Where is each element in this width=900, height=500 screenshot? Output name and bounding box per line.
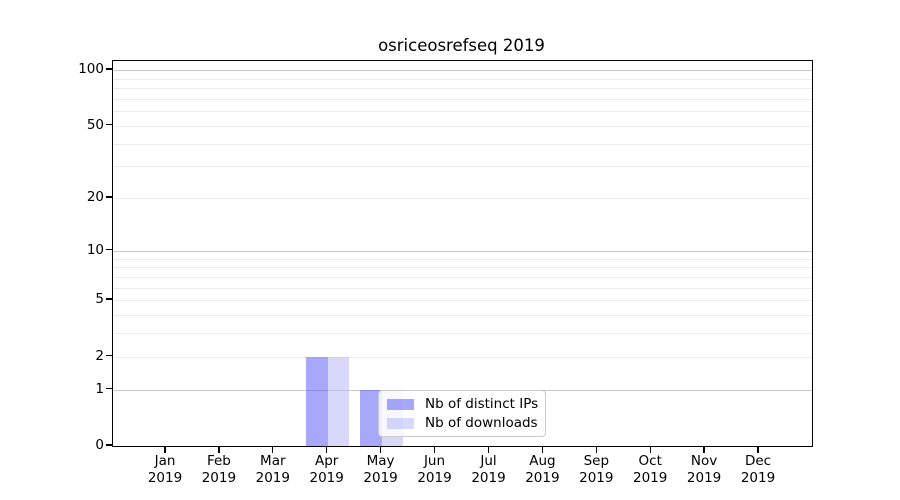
legend-item-downloads: Nb of downloads <box>385 414 539 433</box>
gridline-8 <box>113 267 812 269</box>
gridline-5 <box>113 300 812 302</box>
gridline-9 <box>113 258 812 260</box>
y-tick-label-50: 50 <box>86 116 104 133</box>
gridline-100 <box>113 70 812 72</box>
y-tick-20 <box>106 196 112 198</box>
y-tick-1 <box>106 387 112 390</box>
x-tick-label-aug: Aug 2019 <box>525 453 560 486</box>
legend-item-distinct-ips: Nb of distinct IPs <box>385 395 539 414</box>
gridline-80 <box>113 88 812 90</box>
gridline-20 <box>113 198 812 200</box>
gridline-50 <box>113 125 812 127</box>
legend-label-distinct-ips: Nb of distinct IPs <box>425 396 539 412</box>
x-tick-dec <box>757 446 759 453</box>
legend-label-downloads: Nb of downloads <box>425 415 538 431</box>
gridline-40 <box>113 143 812 145</box>
y-tick-label-20: 20 <box>86 189 104 206</box>
x-tick-label-feb: Feb 2019 <box>201 453 237 486</box>
x-tick-sep <box>595 446 597 453</box>
x-tick-oct <box>649 446 651 453</box>
bar-apr-2019-distinct-ips <box>306 356 328 446</box>
x-tick-apr <box>326 446 328 453</box>
x-tick-label-jul: Jul 2019 <box>471 453 506 486</box>
x-tick-label-dec: Dec 2019 <box>740 453 776 486</box>
y-tick-100 <box>106 68 112 70</box>
gridline-6 <box>113 287 812 289</box>
gridline-7 <box>113 276 812 278</box>
x-tick-label-apr: Apr 2019 <box>309 453 344 486</box>
y-tick-10 <box>106 249 112 251</box>
x-tick-label-sep: Sep 2019 <box>579 453 614 486</box>
x-tick-label-nov: Nov 2019 <box>686 453 722 486</box>
x-tick-label-jun: Jun 2019 <box>417 453 452 486</box>
y-tick-label-1: 1 <box>95 380 104 397</box>
y-tick-label-2: 2 <box>95 347 104 364</box>
x-tick-aug <box>541 446 544 453</box>
y-tick-50 <box>106 124 112 126</box>
bar-may-2019-distinct-ips <box>360 389 382 446</box>
legend-swatch-distinct-ips-icon <box>387 398 414 410</box>
legend-swatch-downloads-icon <box>387 417 414 429</box>
gridline-3 <box>113 333 812 335</box>
x-tick-label-oct: Oct 2019 <box>633 453 668 486</box>
gridline-10 <box>113 250 812 252</box>
x-tick-mar <box>272 446 274 453</box>
y-tick-label-0: 0 <box>95 437 104 453</box>
x-tick-nov <box>703 446 705 453</box>
plot-area <box>112 60 813 447</box>
y-tick-label-100: 100 <box>78 61 104 78</box>
x-tick-jan <box>164 446 166 453</box>
y-tick-5 <box>106 298 112 300</box>
x-tick-jul <box>487 446 490 453</box>
y-tick-label-5: 5 <box>95 291 104 308</box>
x-tick-may <box>379 446 382 453</box>
x-tick-label-may: May 2019 <box>363 453 398 486</box>
y-tick-label-10: 10 <box>86 241 104 258</box>
gridline-4 <box>113 314 812 316</box>
gridline-2 <box>113 356 812 358</box>
x-tick-jun <box>433 446 436 453</box>
gridline-30 <box>113 166 812 168</box>
x-tick-label-jan: Jan 2019 <box>147 453 183 486</box>
gridline-70 <box>113 98 812 100</box>
y-tick-2 <box>106 354 112 357</box>
x-tick-label-mar: Mar 2019 <box>255 453 290 486</box>
gridline-60 <box>113 111 812 113</box>
gridline-90 <box>113 78 812 80</box>
bar-apr-2019-downloads <box>327 356 350 446</box>
chart-title: osriceosrefseq 2019 <box>378 36 545 55</box>
y-tick-0 <box>106 444 112 446</box>
x-tick-feb <box>218 446 220 453</box>
legend: Nb of distinct IPs Nb of downloads <box>378 390 546 437</box>
